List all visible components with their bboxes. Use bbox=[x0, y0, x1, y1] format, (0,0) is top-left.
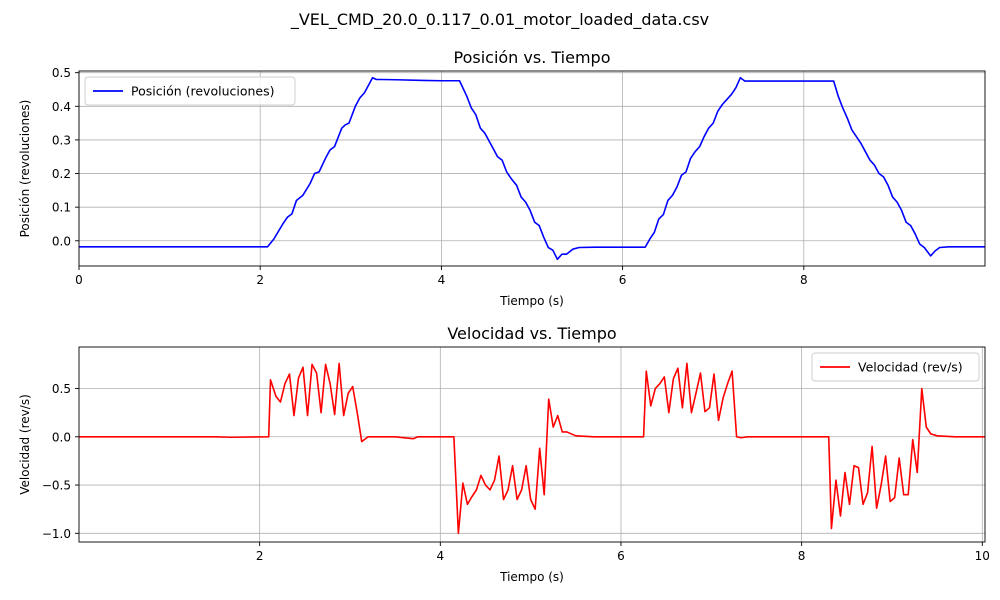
chart-2: 2 4 6 8 10 −1.0 −0.5 0.0 0.5 Velocidad vs. Tiempo… bbox=[18, 324, 990, 584]
x-tick-label: 4 bbox=[436, 549, 444, 563]
x-axis-label: Tiempo (s) bbox=[499, 294, 564, 308]
x-tick-label: 8 bbox=[800, 273, 808, 287]
axes-frame bbox=[78, 346, 986, 543]
x-axis-label: Tiempo (s) bbox=[499, 570, 564, 584]
legend: Velocidad (rev/s) bbox=[811, 352, 980, 382]
x-tick-label: 4 bbox=[438, 273, 446, 287]
x-tick-label: 6 bbox=[617, 549, 625, 563]
y-tick-label: 0.0 bbox=[52, 234, 71, 248]
axes-title: Posición vs. Tiempo bbox=[454, 48, 611, 67]
x-tick-label: 6 bbox=[619, 273, 627, 287]
y-tick-label: −1.0 bbox=[42, 527, 71, 541]
y-tick-label: −0.5 bbox=[42, 479, 71, 493]
x-tick-label: 8 bbox=[798, 549, 806, 563]
x-tick-label: 2 bbox=[256, 273, 264, 287]
y-tick-label: 0.2 bbox=[52, 167, 71, 181]
y-axis-label: Velocidad (rev/s) bbox=[18, 394, 32, 494]
series-line-1 bbox=[79, 362, 985, 535]
y-tick-label: 0.4 bbox=[52, 100, 71, 114]
legend-label: Velocidad (rev/s) bbox=[858, 360, 963, 375]
figure-title: _VEL_CMD_20.0_0.117_0.01_motor_loaded_da… bbox=[290, 10, 710, 29]
y-tick-label: 0.5 bbox=[52, 382, 71, 396]
y-tick-label: 0.0 bbox=[52, 430, 71, 444]
legend-label: Posición (revoluciones) bbox=[131, 84, 274, 99]
x-tick-label: 0 bbox=[75, 273, 83, 287]
legend-box bbox=[84, 76, 296, 106]
y-tick-label: 0.1 bbox=[52, 201, 71, 215]
x-tick-label: 10 bbox=[975, 549, 990, 563]
legend: Posición (revoluciones) bbox=[84, 76, 296, 106]
y-axis-label: Posición (revoluciones) bbox=[18, 100, 32, 238]
y-tick-label: 0.5 bbox=[52, 66, 71, 80]
axes-frame bbox=[78, 70, 986, 267]
series-line-1 bbox=[79, 76, 985, 261]
axes-title: Velocidad vs. Tiempo bbox=[447, 324, 616, 343]
chart-1: 0 2 4 6 8 0.0 0.1 0.2 0.3 0.4 0.5 Posición vs. Tiem… bbox=[18, 48, 986, 308]
legend-box bbox=[811, 352, 980, 382]
x-tick-label: 2 bbox=[256, 549, 264, 563]
y-tick-label: 0.3 bbox=[52, 133, 71, 147]
